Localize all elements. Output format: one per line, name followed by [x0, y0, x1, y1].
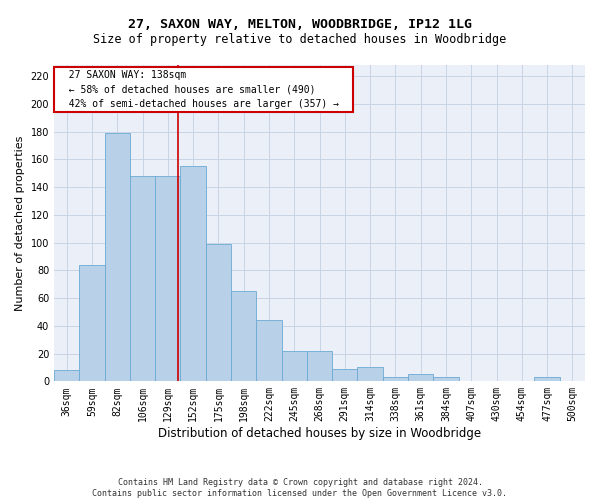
Y-axis label: Number of detached properties: Number of detached properties: [15, 136, 25, 311]
Bar: [155, 176, 181, 382]
Bar: [433, 377, 458, 382]
Text: Size of property relative to detached houses in Woodbridge: Size of property relative to detached ho…: [94, 32, 506, 46]
Bar: [231, 291, 256, 382]
Bar: [307, 351, 332, 382]
Bar: [408, 374, 433, 382]
Bar: [281, 351, 307, 382]
Text: 27 SAXON WAY: 138sqm  
  ← 58% of detached houses are smaller (490)  
  42% of s: 27 SAXON WAY: 138sqm ← 58% of detached h…: [56, 70, 350, 110]
Bar: [79, 265, 104, 382]
Text: Contains HM Land Registry data © Crown copyright and database right 2024.
Contai: Contains HM Land Registry data © Crown c…: [92, 478, 508, 498]
Bar: [535, 377, 560, 382]
Bar: [104, 133, 130, 382]
X-axis label: Distribution of detached houses by size in Woodbridge: Distribution of detached houses by size …: [158, 427, 481, 440]
Bar: [54, 370, 79, 382]
Bar: [256, 320, 281, 382]
Bar: [332, 369, 358, 382]
Text: 27, SAXON WAY, MELTON, WOODBRIDGE, IP12 1LG: 27, SAXON WAY, MELTON, WOODBRIDGE, IP12 …: [128, 18, 472, 30]
Bar: [130, 176, 155, 382]
Bar: [383, 377, 408, 382]
Bar: [181, 166, 206, 382]
Bar: [358, 368, 383, 382]
Bar: [206, 244, 231, 382]
